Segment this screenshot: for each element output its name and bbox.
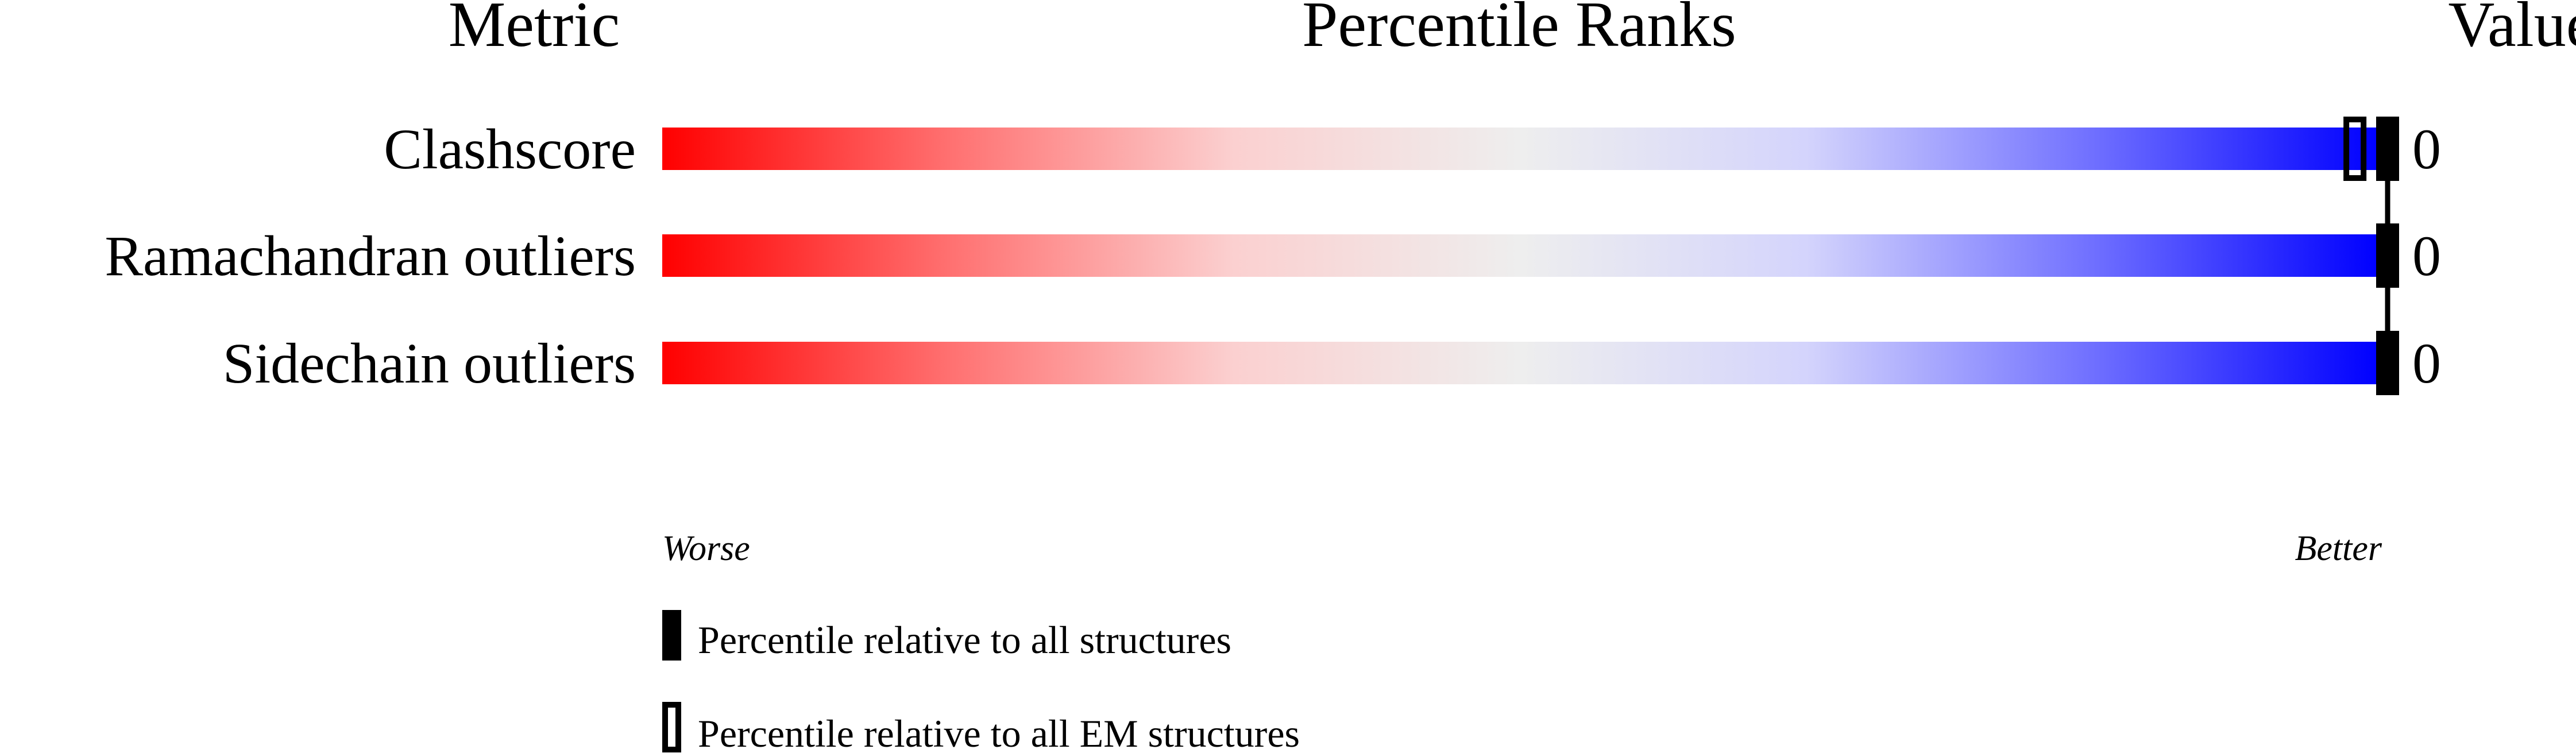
metric-value: 0 [2412,331,2441,395]
header-percentile-ranks: Percentile Ranks [1302,0,1736,60]
legend-filled-marker [662,610,681,661]
percentile-gradient-bar [662,342,2378,384]
metric-label: Clashscore [384,117,636,181]
legend-open-marker [662,702,681,752]
metric-label: Ramachandran outliers [105,224,636,288]
metric-value: 0 [2412,224,2441,288]
legend-all-structures: Percentile relative to all structures [698,618,1231,662]
em-percentile-marker [2343,117,2367,181]
header-metric: Metric [449,0,620,60]
all-percentile-marker [2376,117,2399,181]
metric-value: 0 [2412,117,2441,181]
metric-label: Sidechain outliers [223,331,636,395]
all-percentile-marker [2376,223,2399,288]
legend-em-structures: Percentile relative to all EM structures [698,712,1300,753]
percentile-gradient-bar [662,128,2378,170]
better-label: Better [2295,529,2382,568]
header-value: Value [2448,0,2576,60]
all-percentile-marker [2376,331,2399,395]
percentile-gradient-bar [662,234,2378,277]
worse-label: Worse [662,529,750,568]
